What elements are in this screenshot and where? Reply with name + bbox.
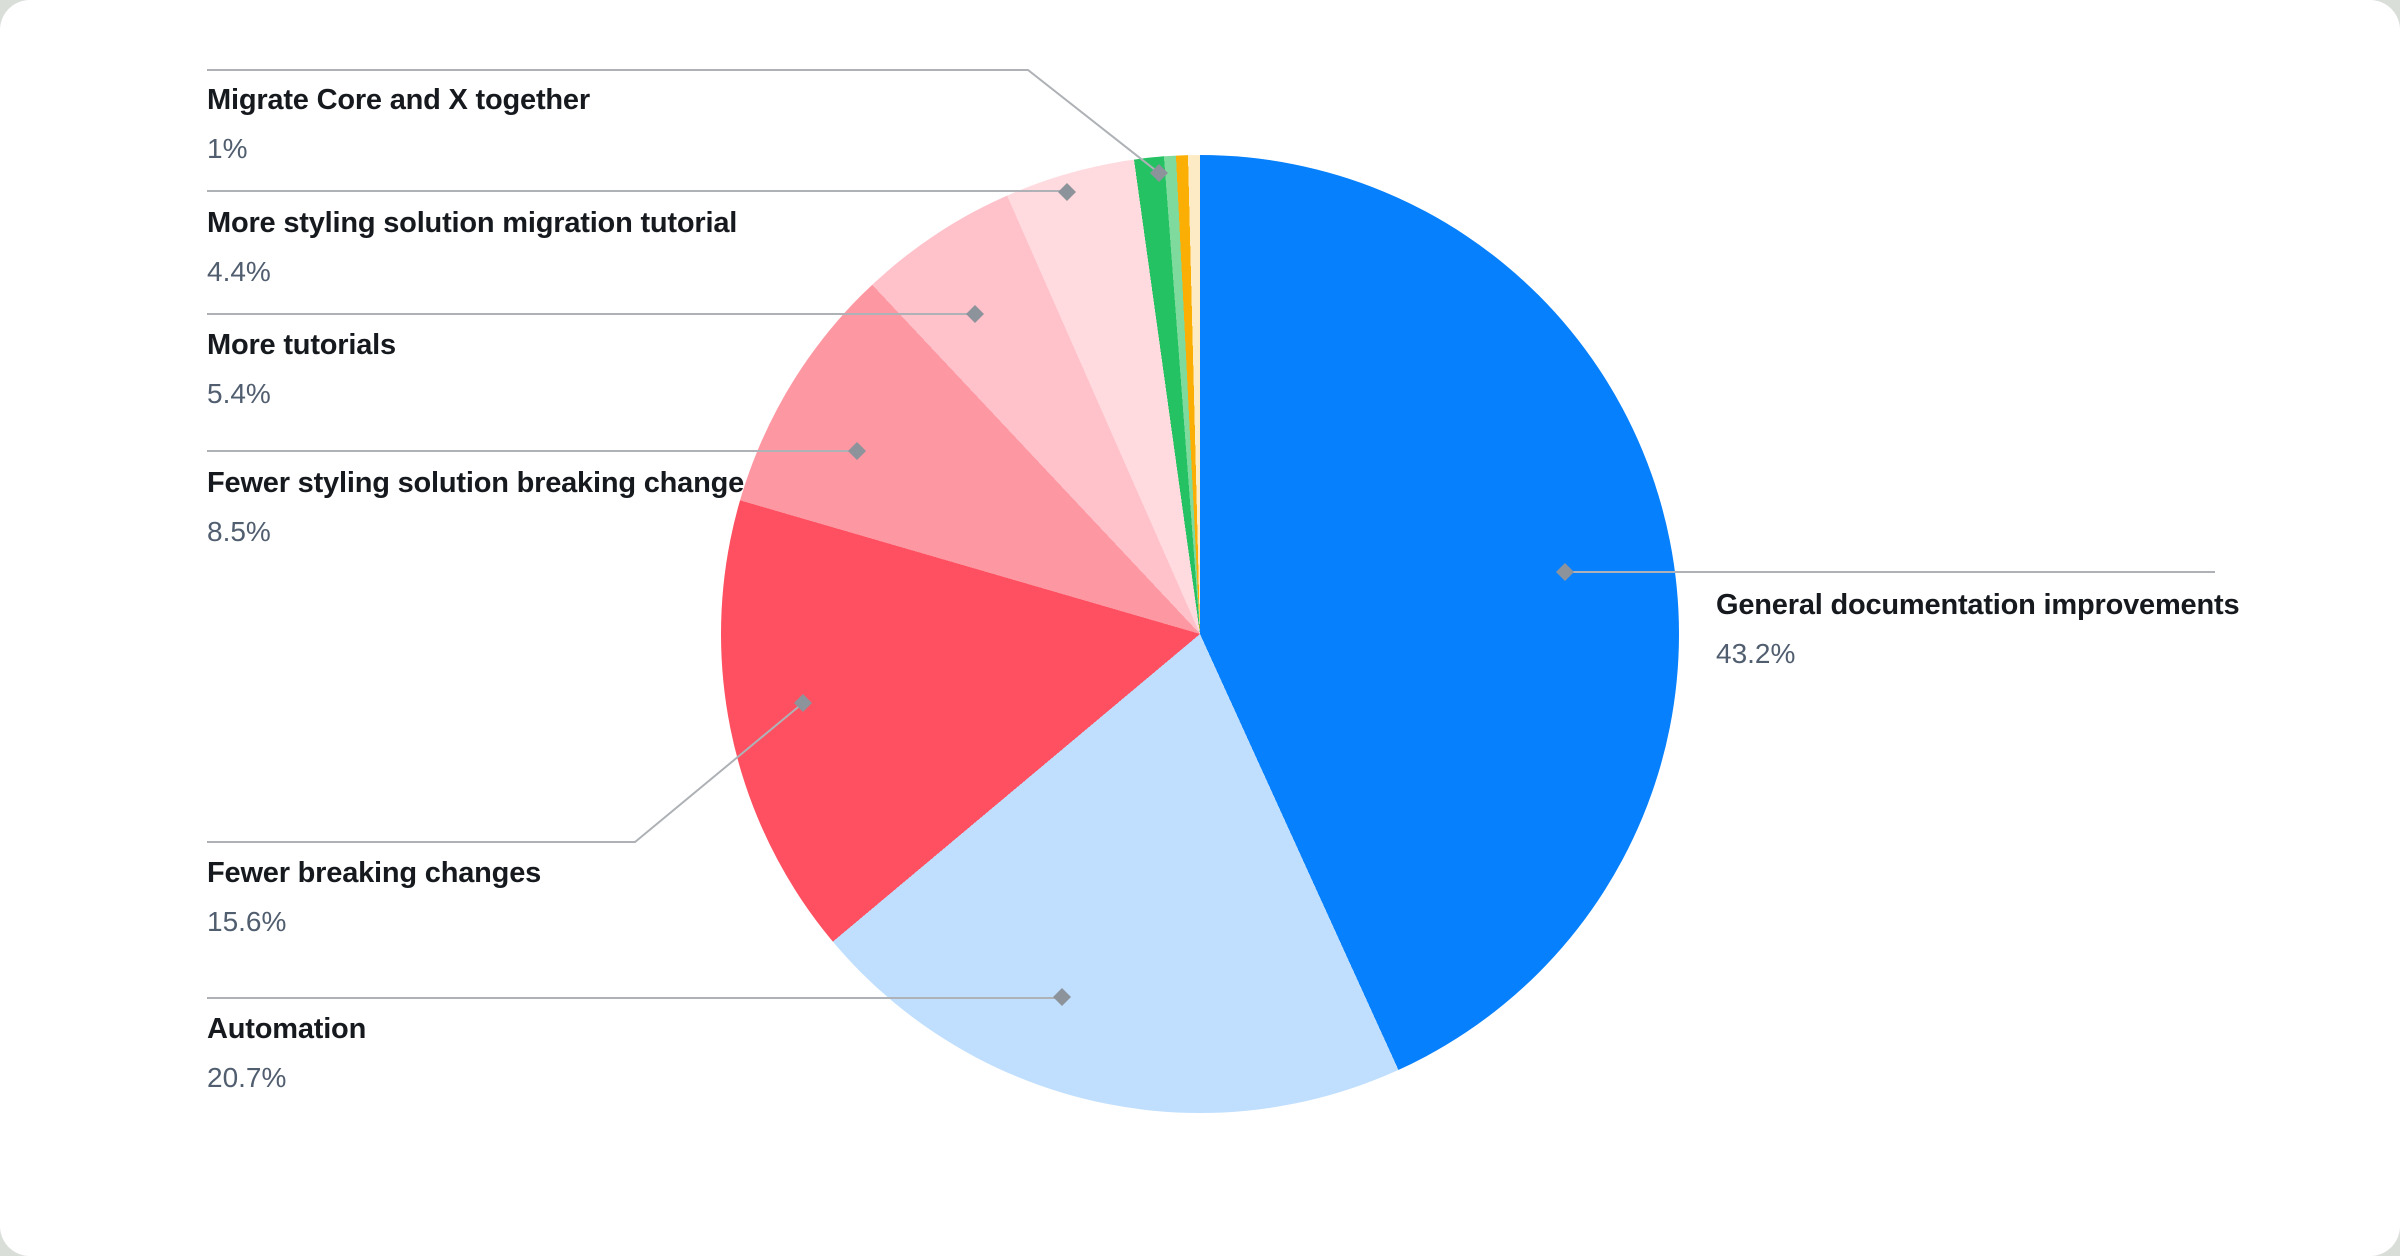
callout-automation: Automation 20.7% — [207, 1012, 366, 1094]
callout-general-documentation: General documentation improvements 43.2% — [1716, 588, 2240, 670]
pie-chart — [721, 155, 1679, 1113]
callout-styling-migration-tutorial: More styling solution migration tutorial… — [207, 206, 737, 288]
slice-percentage: 15.6% — [207, 906, 287, 937]
slice-label: General documentation improvements — [1716, 589, 2240, 621]
slice-percentage: 1% — [207, 133, 248, 164]
slice-label: Fewer styling solution breaking change — [207, 467, 745, 499]
callout-migrate-core: Migrate Core and X together 1% — [207, 83, 590, 165]
slice-label: Automation — [207, 1013, 367, 1045]
slice-percentage: 5.4% — [207, 378, 271, 409]
callout-fewer-breaking-changes: Fewer breaking changes 15.6% — [207, 856, 541, 938]
slice-label: More tutorials — [207, 329, 396, 361]
slice-percentage: 8.5% — [207, 516, 271, 547]
leader-line-fewer-breaking — [207, 702, 804, 843]
slice-percentage: 20.7% — [207, 1062, 287, 1093]
slice-label: Migrate Core and X together — [207, 84, 590, 116]
callout-more-tutorials: More tutorials 5.4% — [207, 328, 396, 410]
callout-fewer-styling-breaking: Fewer styling solution breaking change 8… — [207, 466, 744, 548]
slice-percentage: 43.2% — [1716, 638, 1796, 669]
slice-percentage: 4.4% — [207, 256, 271, 287]
slice-label: Fewer breaking changes — [207, 857, 542, 889]
slice-label: More styling solution migration tutorial — [207, 207, 738, 239]
